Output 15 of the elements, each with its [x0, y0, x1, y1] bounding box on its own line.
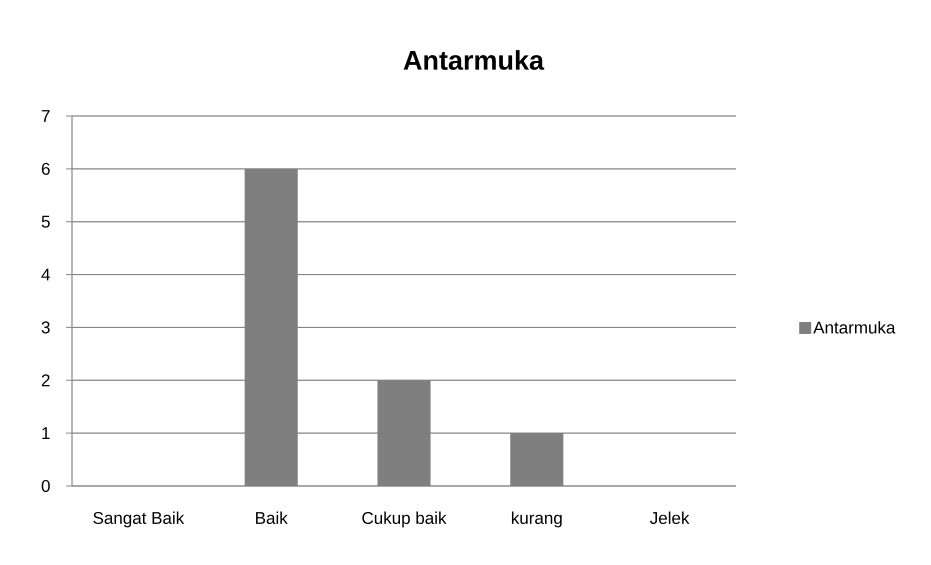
chart-title: Antarmuka — [404, 50, 544, 70]
x-tick-label: Baik — [256, 512, 288, 524]
y-tick-label: 5 — [42, 216, 50, 228]
y-tick-label: 1 — [42, 427, 50, 439]
y-tick-label: 3 — [42, 321, 50, 334]
x-tick-label: Cukup baik — [362, 512, 447, 528]
x-tick-label: Jelek — [650, 512, 690, 524]
x-tick-label: Sangat Baik — [93, 512, 184, 528]
y-tick-label: 7 — [42, 110, 50, 122]
y-tick-label: 2 — [42, 374, 50, 386]
y-tick-label: 6 — [42, 162, 50, 175]
y-tick-label: 0 — [42, 480, 50, 492]
x-tick-label: kurang — [512, 512, 562, 528]
y-tick-label: 4 — [41, 268, 50, 280]
legend-label: Antarmuka — [813, 321, 896, 334]
